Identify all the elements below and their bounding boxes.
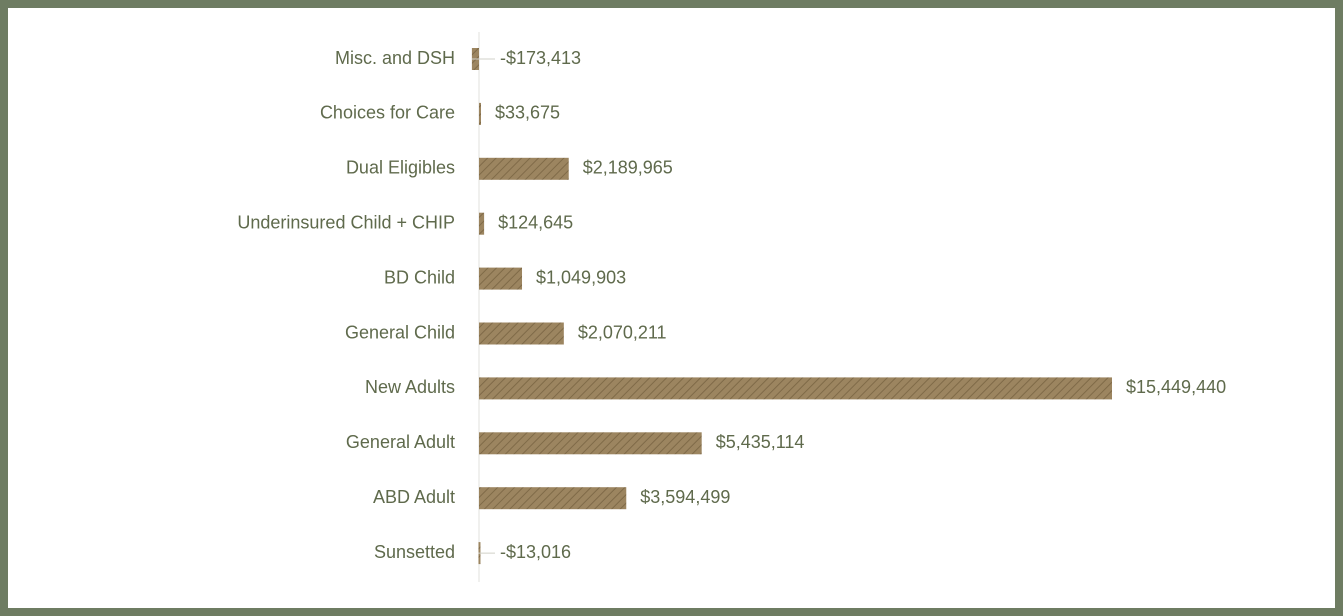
value-label: $5,435,114 <box>716 432 805 452</box>
value-label: -$13,016 <box>500 542 571 562</box>
bar <box>479 157 569 180</box>
value-label: $3,594,499 <box>640 487 730 507</box>
bar <box>479 377 1112 400</box>
category-label: Underinsured Child + CHIP <box>237 212 455 232</box>
category-label: BD Child <box>384 267 455 287</box>
category-label: Dual Eligibles <box>346 158 455 178</box>
value-label: $1,049,903 <box>536 267 626 287</box>
bar <box>479 487 627 510</box>
category-label: Misc. and DSH <box>335 48 455 68</box>
value-label: $2,189,965 <box>583 158 673 178</box>
value-label: $2,070,211 <box>578 322 667 342</box>
category-label: New Adults <box>365 377 455 397</box>
category-label: ABD Adult <box>373 487 455 507</box>
bar <box>479 212 485 235</box>
bar <box>479 322 564 345</box>
category-label: Choices for Care <box>320 103 455 123</box>
value-label: -$173,413 <box>500 48 581 68</box>
category-label: Sunsetted <box>374 542 455 562</box>
value-label: $33,675 <box>495 103 560 123</box>
value-label: $124,645 <box>498 212 573 232</box>
bar <box>479 267 523 290</box>
value-label: $15,449,440 <box>1126 377 1226 397</box>
bar <box>479 432 702 455</box>
bar <box>479 102 481 125</box>
category-label: General Adult <box>346 432 455 452</box>
category-label: General Child <box>345 322 455 342</box>
